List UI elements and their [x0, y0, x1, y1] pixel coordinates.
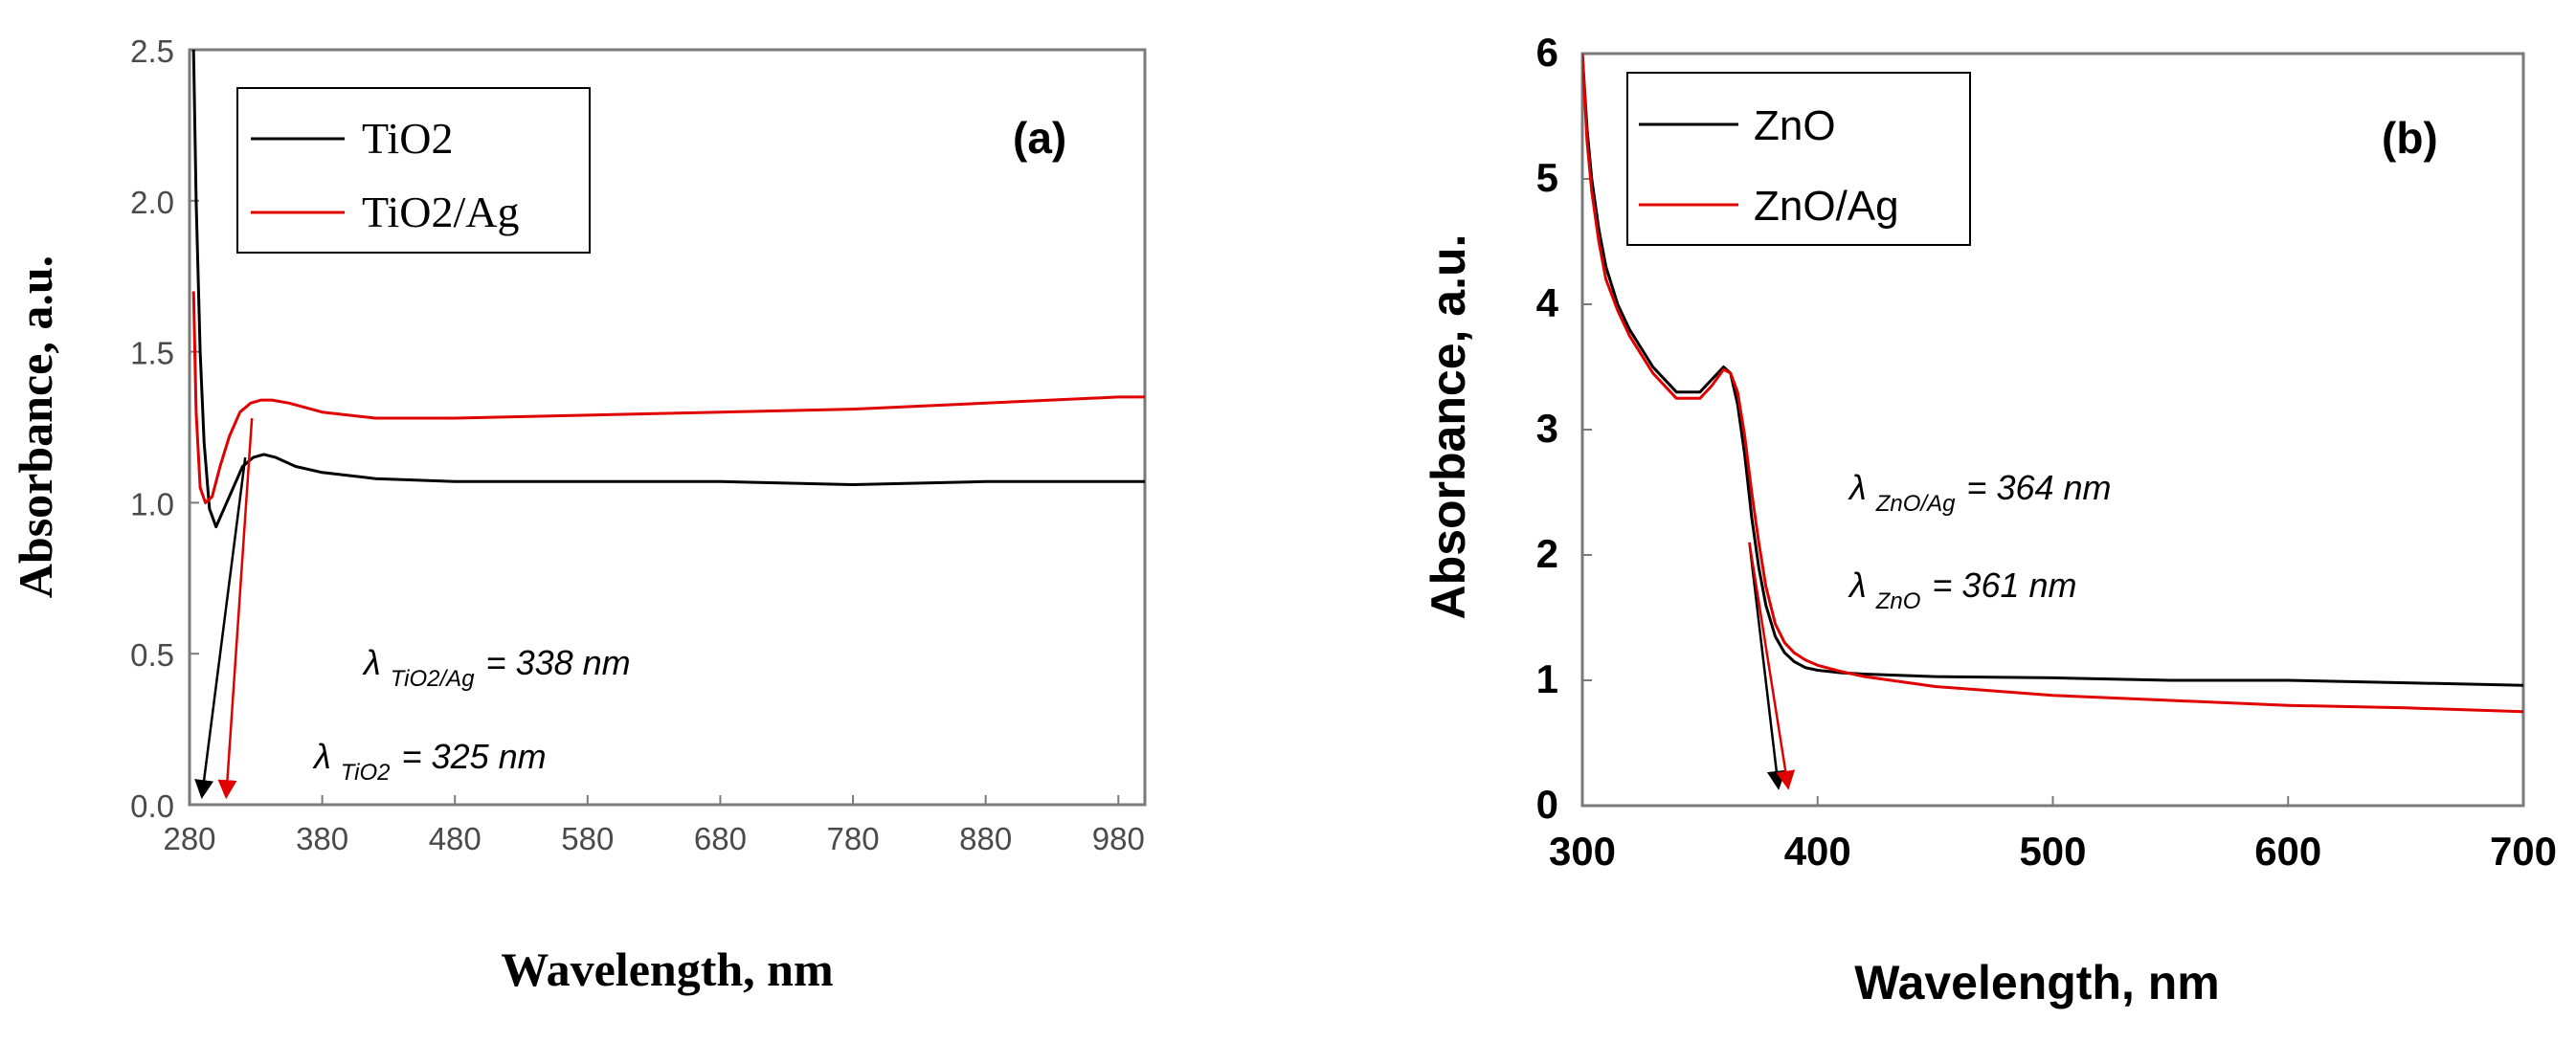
panel-label-a: (a) [1013, 113, 1066, 163]
y-tick-label: 6 [1536, 30, 1558, 75]
annotation-subscript: ZnO/Ag [1875, 491, 1956, 517]
x-tick-label: 700 [2490, 829, 2557, 874]
edge-arrow-zno [1748, 542, 1786, 790]
annotation-lambda: λ [362, 643, 381, 682]
annotation-subscript: TiO2/Ag [391, 666, 475, 692]
legend-label-tio2: TiO2 [362, 114, 453, 163]
edge-arrow-tio2-ag [217, 417, 254, 800]
y-tick-label: 1.0 [130, 486, 174, 521]
y-tick-label: 0 [1536, 782, 1558, 827]
y-tick-label: 2.0 [130, 185, 174, 220]
x-tick-label: 600 [2254, 829, 2321, 874]
edge-arrow-zno-ag [1748, 542, 1796, 790]
y-tick-label: 2.5 [130, 33, 174, 69]
annotation-zno: λ ZnO = 361 nm [1848, 565, 2077, 614]
edge-arrows-b [1748, 542, 1796, 790]
annotation-subscript: TiO2 [341, 760, 391, 786]
legend-label-zno: ZnO [1754, 102, 1836, 149]
y-ticks-a: 0.0 0.5 1.0 1.5 2.0 2.5 [130, 33, 199, 824]
panel-b: 0 1 2 3 4 5 6 300 400 500 600 700 ZnO ZnO/Ag (b) λ… [1422, 30, 2557, 1009]
series-b [1582, 54, 2523, 714]
annotation-value: = 338 nm [486, 643, 631, 682]
x-ticks-b: 300 400 500 600 700 [1549, 796, 2557, 874]
series-line-zno [1582, 54, 2523, 687]
y-tick-label: 1 [1536, 656, 1558, 701]
edge-arrow-tio2 [194, 456, 247, 800]
legend-box-b [1626, 72, 1971, 246]
x-tick-label: 380 [296, 821, 348, 856]
annotation-lambda: λ [1848, 565, 1867, 605]
x-tick-label: 480 [429, 821, 482, 856]
annotation-subscript: ZnO [1875, 588, 1921, 614]
x-tick-label: 780 [827, 821, 880, 856]
y-axis-title-a: Absorbance, a.u. [9, 255, 62, 598]
x-axis-title-a: Wavelength, nm [501, 942, 833, 996]
y-tick-label: 3 [1536, 406, 1558, 451]
x-tick-label: 880 [959, 821, 1012, 856]
y-tick-label: 1.5 [130, 336, 174, 371]
plot-frame-a [188, 48, 1147, 807]
y-tick-label: 4 [1536, 280, 1559, 325]
annotation-zno-ag: λ ZnO/Ag = 364 nm [1848, 468, 2112, 517]
y-tick-label: 5 [1536, 155, 1558, 200]
annotation-tio2: λ TiO2 = 325 nm [312, 737, 547, 786]
annotation-tio2-ag: λ TiO2/Ag = 338 nm [362, 643, 631, 692]
x-ticks-a: 280 380 480 580 680 780 880 980 [163, 795, 1145, 856]
series-line-tio2 [191, 50, 1145, 529]
annotation-value: = 325 nm [402, 737, 547, 776]
series-line-zno-ag [1582, 54, 2523, 714]
legend-box-a [236, 87, 591, 254]
legend-label-tio2-ag: TiO2/Ag [362, 188, 519, 236]
y-ticks-b: 0 1 2 3 4 5 6 [1536, 30, 1592, 827]
annotation-value: = 361 nm [1932, 565, 2076, 605]
panel-label-b: (b) [2382, 113, 2438, 163]
annotation-lambda: λ [1848, 468, 1867, 507]
annotation-value: = 364 nm [1966, 468, 2111, 507]
x-tick-label: 980 [1092, 821, 1145, 856]
y-tick-label: 2 [1536, 531, 1558, 576]
legend-label-zno-ag: ZnO/Ag [1754, 183, 1899, 230]
y-axis-title-b: Absorbance, a.u. [1422, 234, 1475, 620]
x-tick-label: 580 [561, 821, 614, 856]
panel-a: 0.0 0.5 1.0 1.5 2.0 2.5 280 380 480 580 680 780 880… [9, 33, 1147, 996]
x-tick-label: 300 [1549, 829, 1616, 874]
x-tick-label: 680 [694, 821, 747, 856]
edge-arrows-a [194, 417, 254, 800]
annotation-lambda: λ [312, 737, 331, 776]
series-a [191, 50, 1145, 529]
x-tick-label: 400 [1784, 829, 1851, 874]
x-tick-label: 500 [2019, 829, 2086, 874]
x-tick-label: 280 [163, 821, 215, 856]
series-line-tio2-ag [191, 291, 1145, 504]
x-axis-title-b: Wavelength, nm [1854, 956, 2220, 1009]
y-tick-label: 0.0 [130, 788, 174, 824]
y-tick-label: 0.5 [130, 637, 174, 673]
